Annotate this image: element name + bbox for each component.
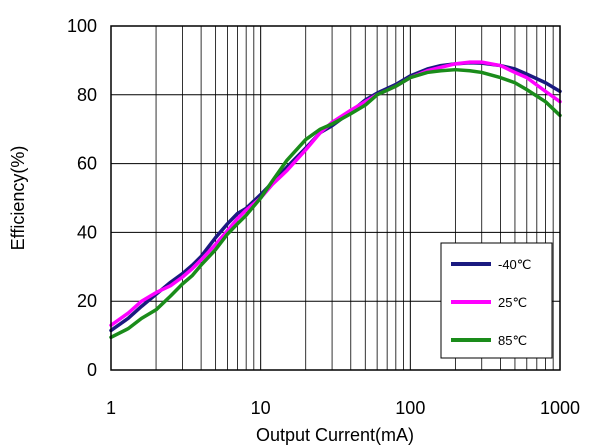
y-tick-label: 40	[77, 222, 97, 242]
legend-label-minus40: -40℃	[498, 257, 531, 272]
y-axis-title: Efficiency(%)	[8, 146, 28, 251]
y-tick-labels: 0 20 40 60 80 100	[67, 16, 97, 380]
legend: -40℃ 25℃ 85℃	[440, 242, 553, 359]
x-tick-label: 1	[106, 398, 116, 418]
y-tick-label: 60	[77, 154, 97, 174]
y-tick-label: 80	[77, 85, 97, 105]
plot-frame	[110, 25, 561, 371]
legend-label-85: 85℃	[498, 333, 527, 348]
x-tick-label: 100	[395, 398, 425, 418]
x-axis-title: Output Current(mA)	[256, 425, 414, 445]
series-layer	[109, 60, 562, 340]
x-tick-labels: 1 10 100 1000	[106, 398, 580, 418]
x-tick-label: 10	[251, 398, 271, 418]
y-tick-label: 0	[87, 360, 97, 380]
series-line-1	[109, 60, 562, 328]
legend-label-25: 25℃	[498, 295, 527, 310]
series-line-2	[109, 67, 562, 340]
y-tick-label: 100	[67, 16, 97, 36]
y-tick-label: 20	[77, 291, 97, 311]
x-tick-label: 1000	[540, 398, 580, 418]
